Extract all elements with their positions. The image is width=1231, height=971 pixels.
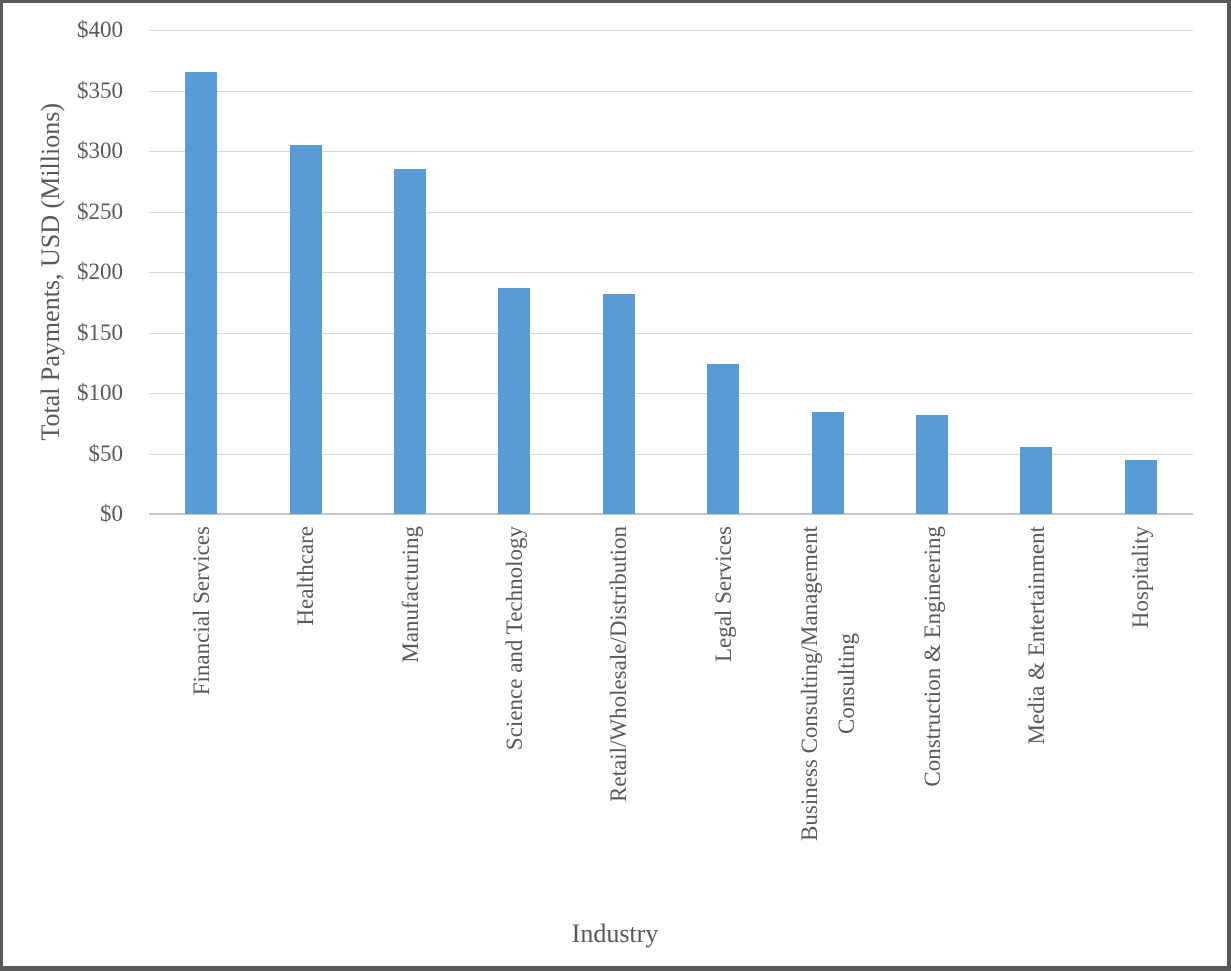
- category-label: Hospitality: [1128, 526, 1154, 629]
- bar-slot: [253, 30, 357, 514]
- category-label: Manufacturing: [397, 526, 423, 663]
- gridline: [149, 30, 1193, 31]
- x-label-slot: Media & Entertainment: [984, 526, 1088, 918]
- bar-1: [185, 72, 218, 514]
- gridline: [149, 332, 1193, 334]
- category-label: Legal Services: [710, 526, 736, 663]
- bar-slot: [1089, 30, 1193, 514]
- bar-slot: [671, 30, 775, 514]
- y-tick-label: $50: [88, 440, 124, 466]
- bar-2: [289, 144, 322, 514]
- y-tick-label: $150: [77, 319, 123, 345]
- y-tick-label: $200: [77, 259, 123, 284]
- bar-8: [916, 414, 949, 514]
- y-tick-label: $100: [77, 380, 123, 405]
- bar-slot: [775, 30, 879, 514]
- category-label: Science and Technology: [501, 526, 527, 751]
- x-label-slot: Construction & Engineering: [880, 526, 984, 918]
- y-axis-tick-labels: $0 $50 $100 $150 $200 $250 $300 $350 $400: [3, 17, 124, 526]
- gridline: [149, 453, 1193, 455]
- x-label-slot: Science and Technology: [462, 526, 566, 918]
- gridline: [149, 90, 1193, 92]
- category-label: Financial Services: [188, 526, 214, 696]
- bar-6: [707, 363, 740, 514]
- y-tick-label: $0: [100, 501, 123, 526]
- y-tick-label: $400: [77, 17, 123, 42]
- bar-slot: [358, 30, 462, 514]
- y-tick-label: $350: [77, 77, 123, 103]
- bar-slot: [567, 30, 671, 514]
- bar-9: [1020, 447, 1053, 514]
- bar-slot: [149, 30, 253, 514]
- category-label: Construction & Engineering: [919, 526, 945, 787]
- y-tick-label: $250: [77, 198, 123, 224]
- category-label: Healthcare: [293, 526, 319, 626]
- category-label: Retail/Wholesale/Distribution: [606, 526, 632, 802]
- x-label-slot: Business Consulting/Management Consultin…: [775, 526, 879, 918]
- x-axis-line: [149, 513, 1193, 515]
- bars-container: [149, 30, 1193, 514]
- category-label: Media & Entertainment: [1023, 526, 1049, 745]
- bar-4: [498, 287, 531, 514]
- x-category-labels: Financial Services Healthcare Manufacturin…: [149, 526, 1193, 918]
- category-label: Business Consulting/Management Consultin…: [796, 526, 859, 841]
- bar-10: [1124, 459, 1157, 514]
- gridline: [149, 211, 1193, 213]
- bar-slot: [984, 30, 1088, 514]
- x-label-slot: Financial Services: [149, 526, 253, 918]
- y-tick-label: $300: [77, 138, 123, 163]
- bar-5: [602, 293, 635, 514]
- x-label-slot: Hospitality: [1089, 526, 1193, 918]
- x-label-slot: Retail/Wholesale/Distribution: [567, 526, 671, 918]
- bar-slot: [462, 30, 566, 514]
- bar-3: [394, 169, 427, 514]
- bar-slot: [880, 30, 984, 514]
- bar-7: [811, 412, 844, 514]
- gridline: [149, 393, 1193, 394]
- x-label-slot: Legal Services: [671, 526, 775, 918]
- gridline: [149, 272, 1193, 273]
- x-label-slot: Manufacturing: [358, 526, 462, 918]
- gridline: [149, 151, 1193, 152]
- x-label-slot: Healthcare: [253, 526, 357, 918]
- plot-area: [149, 30, 1193, 515]
- x-axis-title: Industry: [571, 919, 659, 948]
